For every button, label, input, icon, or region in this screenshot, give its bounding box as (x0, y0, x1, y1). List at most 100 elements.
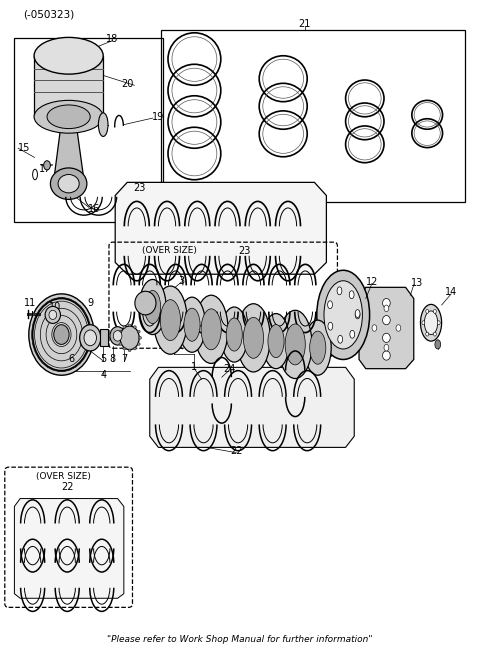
Bar (161, 30, 465, 202)
Ellipse shape (128, 324, 131, 327)
Bar (14, 38, 163, 222)
Text: 1: 1 (192, 362, 197, 373)
Text: 10: 10 (49, 302, 61, 312)
Text: 4: 4 (100, 370, 106, 380)
Ellipse shape (80, 325, 101, 351)
Ellipse shape (349, 291, 354, 298)
Text: (OVER SIZE): (OVER SIZE) (36, 472, 91, 481)
Ellipse shape (45, 306, 60, 323)
Ellipse shape (221, 307, 248, 362)
Text: 7: 7 (120, 354, 127, 365)
Text: 3: 3 (179, 276, 184, 286)
Ellipse shape (119, 342, 122, 345)
Polygon shape (34, 56, 103, 117)
Ellipse shape (310, 331, 326, 364)
Ellipse shape (139, 279, 166, 335)
Ellipse shape (184, 308, 200, 341)
Ellipse shape (396, 325, 401, 331)
Text: 6: 6 (68, 354, 74, 365)
Ellipse shape (54, 325, 69, 344)
Text: 23: 23 (133, 182, 146, 193)
Ellipse shape (133, 326, 136, 329)
Ellipse shape (137, 331, 140, 333)
Text: 23: 23 (239, 245, 251, 256)
Ellipse shape (426, 310, 429, 314)
Ellipse shape (338, 335, 343, 343)
Text: 5: 5 (100, 354, 107, 365)
Ellipse shape (383, 333, 390, 342)
Ellipse shape (50, 168, 87, 199)
Polygon shape (54, 121, 84, 180)
Polygon shape (115, 182, 326, 274)
Text: 15: 15 (18, 142, 31, 153)
Polygon shape (100, 329, 108, 346)
Ellipse shape (29, 294, 94, 375)
Ellipse shape (113, 331, 122, 341)
Polygon shape (359, 287, 414, 369)
Text: 17: 17 (39, 164, 51, 174)
Text: 22: 22 (230, 446, 242, 457)
Ellipse shape (243, 318, 264, 358)
Ellipse shape (420, 304, 442, 341)
Ellipse shape (139, 337, 142, 339)
Ellipse shape (372, 325, 377, 331)
Ellipse shape (383, 298, 390, 308)
Text: 22: 22 (61, 482, 73, 492)
Ellipse shape (128, 349, 131, 352)
Polygon shape (14, 499, 124, 598)
Text: 13: 13 (410, 278, 423, 289)
Ellipse shape (324, 281, 362, 349)
Ellipse shape (384, 344, 389, 351)
Text: 8: 8 (110, 354, 116, 365)
Text: 20: 20 (121, 79, 133, 89)
Text: 24: 24 (294, 354, 306, 365)
Text: "Please refer to Work Shop Manual for further information": "Please refer to Work Shop Manual for fu… (107, 635, 373, 644)
Text: 12: 12 (366, 277, 378, 287)
Ellipse shape (328, 301, 333, 309)
Ellipse shape (435, 340, 441, 349)
Ellipse shape (285, 324, 305, 365)
Text: 19: 19 (152, 112, 165, 122)
Text: 21: 21 (299, 18, 311, 29)
Ellipse shape (98, 113, 108, 136)
Ellipse shape (84, 330, 96, 346)
Text: 18: 18 (106, 34, 119, 45)
Ellipse shape (110, 327, 125, 345)
Ellipse shape (328, 322, 333, 330)
Ellipse shape (304, 320, 331, 375)
Ellipse shape (160, 300, 180, 340)
Ellipse shape (317, 270, 370, 359)
Ellipse shape (433, 310, 436, 314)
Ellipse shape (44, 161, 50, 170)
Ellipse shape (226, 318, 242, 351)
Ellipse shape (237, 304, 270, 372)
Ellipse shape (137, 342, 140, 345)
Ellipse shape (355, 310, 360, 318)
Ellipse shape (58, 174, 79, 193)
Text: 24: 24 (223, 363, 236, 374)
Ellipse shape (133, 347, 136, 350)
Ellipse shape (433, 332, 436, 336)
Ellipse shape (424, 311, 438, 335)
Ellipse shape (422, 321, 425, 325)
Ellipse shape (384, 305, 389, 312)
Ellipse shape (437, 321, 440, 325)
Ellipse shape (34, 100, 103, 133)
Ellipse shape (355, 311, 360, 319)
Ellipse shape (118, 337, 120, 339)
Ellipse shape (144, 291, 161, 323)
Ellipse shape (49, 310, 57, 319)
Text: 16: 16 (87, 203, 100, 214)
Ellipse shape (179, 297, 205, 352)
Ellipse shape (263, 314, 289, 369)
Ellipse shape (154, 286, 187, 354)
Ellipse shape (34, 37, 103, 74)
Ellipse shape (426, 332, 429, 336)
Text: 14: 14 (445, 287, 457, 297)
Ellipse shape (350, 331, 355, 338)
Ellipse shape (201, 309, 221, 350)
Ellipse shape (120, 326, 139, 350)
Text: 9: 9 (87, 298, 93, 308)
Ellipse shape (383, 316, 390, 325)
Ellipse shape (194, 295, 228, 363)
